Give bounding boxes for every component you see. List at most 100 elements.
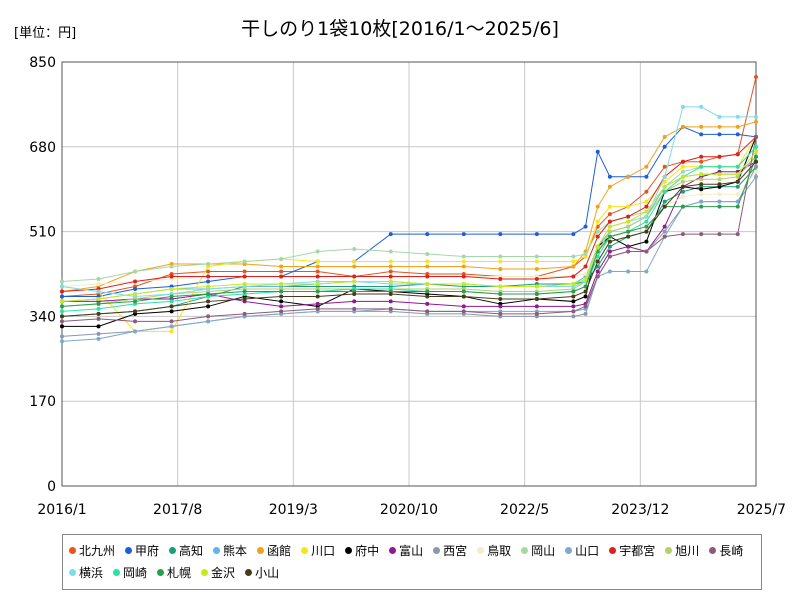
data-point	[571, 264, 576, 269]
legend-marker	[301, 546, 309, 554]
data-point	[662, 189, 667, 194]
data-point	[699, 199, 704, 204]
data-point	[644, 219, 649, 224]
data-point	[754, 134, 758, 139]
legend-item: 岡崎	[113, 561, 147, 583]
data-point	[735, 152, 740, 157]
data-point	[206, 304, 211, 309]
data-point	[96, 301, 101, 306]
data-point	[717, 177, 722, 182]
legend-item: 岡山	[521, 539, 555, 561]
data-point	[133, 279, 138, 284]
data-point	[279, 289, 284, 294]
data-point	[717, 164, 722, 169]
line-chart: 0 170 340 510 680 850 2016/1 2017/8 2019/3 2020/…	[29, 55, 786, 518]
data-point	[60, 314, 64, 319]
y-tick-label: 510	[29, 225, 56, 241]
data-point	[699, 204, 704, 209]
legend-marker	[245, 568, 253, 576]
legend-label: 小山	[255, 565, 280, 580]
data-point	[315, 306, 320, 311]
data-point	[662, 144, 667, 149]
data-point	[279, 281, 284, 286]
data-point	[680, 184, 685, 189]
data-point	[242, 296, 247, 301]
data-point	[388, 232, 393, 237]
legend-label: 岡山	[531, 543, 556, 558]
data-point	[699, 232, 704, 237]
data-point	[461, 304, 466, 309]
data-point	[315, 259, 320, 264]
data-point	[60, 334, 64, 339]
data-point	[607, 224, 612, 229]
data-point	[735, 204, 740, 209]
series-line	[61, 146, 757, 282]
data-point	[242, 281, 247, 286]
data-point	[279, 304, 284, 309]
data-point	[534, 259, 539, 264]
data-point	[60, 319, 64, 324]
data-point	[96, 276, 101, 281]
x-tick-label: 2023/12	[611, 502, 669, 518]
x-tick-label: 2020/10	[380, 502, 438, 518]
data-point	[626, 174, 631, 179]
data-point	[169, 324, 174, 329]
data-point	[717, 182, 722, 187]
data-point	[242, 274, 247, 279]
data-point	[735, 232, 740, 237]
data-point	[754, 169, 758, 174]
plot-frame	[61, 61, 757, 487]
data-point	[388, 264, 393, 269]
data-point	[96, 331, 101, 336]
data-point	[607, 212, 612, 217]
legend-marker	[709, 546, 717, 554]
data-point	[583, 252, 588, 257]
data-point	[626, 224, 631, 229]
data-point	[425, 274, 430, 279]
data-point	[206, 319, 211, 324]
data-point	[534, 267, 539, 272]
data-point	[607, 184, 612, 189]
legend-marker	[201, 568, 209, 576]
data-point	[534, 311, 539, 316]
data-point	[644, 174, 649, 179]
data-point	[169, 294, 174, 299]
data-point	[498, 276, 503, 281]
data-point	[461, 264, 466, 269]
legend-item: 甲府	[125, 539, 159, 561]
data-point	[279, 274, 284, 279]
data-point	[133, 319, 138, 324]
legend-item: 宇都宮	[609, 539, 655, 561]
data-point	[735, 184, 740, 189]
data-point	[680, 174, 685, 179]
legend-label: 熊本	[223, 543, 248, 558]
data-point	[699, 104, 704, 109]
data-point	[96, 281, 101, 286]
data-point	[388, 291, 393, 296]
legend-item: 川口	[301, 539, 335, 561]
data-point	[680, 194, 685, 199]
data-point	[662, 134, 667, 139]
data-point	[607, 174, 612, 179]
series-20	[60, 159, 758, 319]
data-point	[60, 339, 64, 344]
x-axis-ticks: 2016/1 2017/8 2019/3 2020/10 2022/5 2023/12 20…	[37, 502, 786, 518]
x-tick-label: 2022/5	[500, 502, 549, 518]
legend-item: 西宮	[433, 539, 467, 561]
data-point	[699, 124, 704, 129]
data-point	[60, 324, 64, 329]
data-point	[60, 294, 64, 299]
data-point	[96, 296, 101, 301]
data-point	[571, 294, 576, 299]
series-15	[60, 134, 758, 324]
data-point	[206, 279, 211, 284]
data-point	[662, 164, 667, 169]
legend-label: 山口	[575, 543, 600, 558]
data-point	[96, 306, 101, 311]
data-point	[425, 294, 430, 299]
data-point	[206, 269, 211, 274]
legend-label: 高知	[179, 543, 204, 558]
data-point	[735, 192, 740, 197]
data-point	[352, 306, 357, 311]
data-point	[571, 281, 576, 286]
